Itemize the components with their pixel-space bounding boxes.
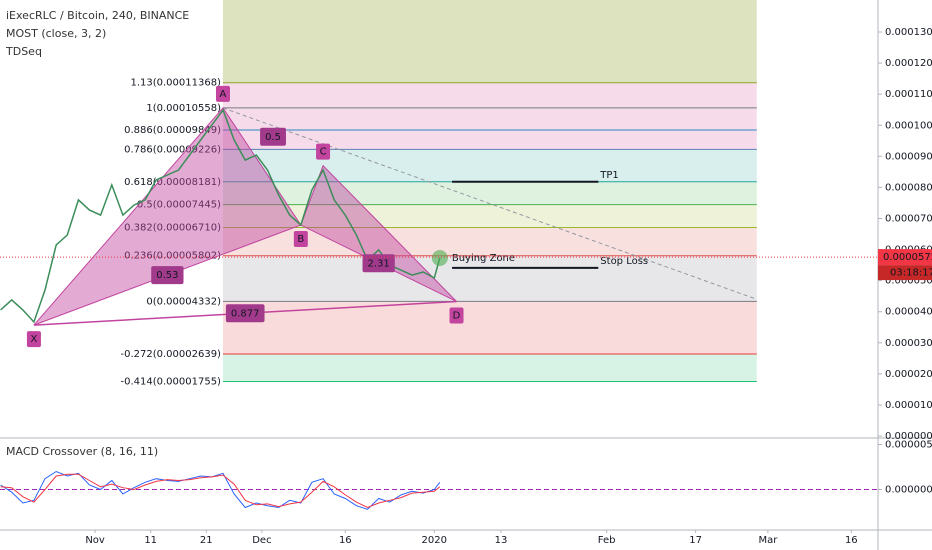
fib-label: 0.786(0.00009226) <box>124 144 221 155</box>
pattern-point-box <box>449 307 464 324</box>
x-tick-label: 17 <box>689 535 702 546</box>
pattern-point-label: D <box>453 310 461 321</box>
indicator-label: MOST (close, 3, 2) <box>6 27 106 40</box>
y-tick-label: 0.00004000 <box>885 307 932 318</box>
fib-band <box>222 227 757 256</box>
y-tick-label: 0.00010000 <box>885 120 932 131</box>
fib-band <box>222 107 757 130</box>
y-tick-label: 0.00003000 <box>885 338 932 349</box>
pattern-point-label: C <box>320 147 327 158</box>
last-price-label: 0.00005758 <box>883 252 932 263</box>
pattern-point-box <box>26 331 41 348</box>
pattern-ratio: 0.5 <box>265 132 281 143</box>
pattern-point-box <box>293 231 308 248</box>
pattern-ratio: 0.53 <box>156 270 178 281</box>
fib-label: 0.236(0.00005802) <box>124 251 221 262</box>
x-tick-label: Feb <box>598 535 616 546</box>
annotation-label: TP1 <box>599 170 619 181</box>
pattern-point-label: A <box>220 89 227 100</box>
fib-label: 0.618(0.00008181) <box>124 177 221 188</box>
fib-label: 0.382(0.00006710) <box>124 223 221 234</box>
y-tick-label: 0.00000500 <box>885 440 932 451</box>
pattern-ratio-box <box>225 304 265 323</box>
fib-label: -0.272(0.00002639) <box>120 349 221 360</box>
x-tick-label: Dec <box>252 535 271 546</box>
y-tick-label: 0.00008000 <box>885 182 932 193</box>
x-tick-label: Mar <box>758 535 778 546</box>
countdown-label: 03:18:17 <box>890 268 932 279</box>
y-tick-label: 0.00009000 <box>885 151 932 162</box>
y-tick-label: 0.00012000 <box>885 58 932 69</box>
x-tick-label: 11 <box>144 535 157 546</box>
buying-zone-marker <box>431 249 448 266</box>
fib-band <box>222 129 757 150</box>
fib-band <box>222 354 757 382</box>
macd-line <box>0 473 441 509</box>
fib-label: -0.414(0.00001755) <box>120 377 221 388</box>
last-price-box <box>878 249 932 266</box>
x-tick-label: 2020 <box>422 535 447 546</box>
y-tick-label: 0.00013000 <box>885 27 932 38</box>
y-tick-label: 0.00001000 <box>885 400 932 411</box>
fib-band <box>222 149 757 182</box>
macd-title: MACD Crossover (8, 16, 11) <box>6 445 158 458</box>
y-tick-label: 0.00005000 <box>885 276 932 287</box>
symbol-title: iExecRLC / Bitcoin, 240, BINANCE <box>6 9 189 22</box>
y-tick-label: 0.00000000 <box>885 485 932 496</box>
fib-band <box>222 0 757 83</box>
y-tick-label: 0.00011000 <box>885 89 932 100</box>
x-tick-label: Nov <box>85 535 105 546</box>
y-tick-label: 0.00000000 <box>885 431 932 442</box>
pattern-ratio: 0.877 <box>231 308 260 319</box>
countdown-box <box>878 265 932 281</box>
pattern-ratio-box <box>151 266 184 285</box>
pattern-point-label: X <box>30 334 37 345</box>
plot: 1.13(0.00011368) 1(0.00010558) 0.886(0.000… <box>0 0 757 388</box>
pattern-ratio: 2.31 <box>368 258 390 269</box>
pattern-ratio-box <box>260 127 286 146</box>
pattern-ratio-box <box>362 254 395 273</box>
fib-label: 1.13(0.00011368) <box>130 78 221 89</box>
fib-label: 0.886(0.00009849) <box>124 125 221 136</box>
y-tick-label: 0.00002000 <box>885 369 932 380</box>
y-tick-label: 0.00007000 <box>885 214 932 225</box>
pattern-point-box <box>215 85 230 102</box>
fib-label: 0(0.00004332) <box>146 296 221 307</box>
pattern-point-box <box>316 143 331 160</box>
fib-band <box>222 82 757 108</box>
pattern-point-label: B <box>297 234 304 245</box>
fib-band <box>222 204 757 228</box>
indicator-label: TDSeq <box>5 45 42 58</box>
x-tick-label: 13 <box>495 535 508 546</box>
fib-label: 1(0.00010558) <box>146 103 221 114</box>
fib-band <box>222 181 757 205</box>
buying-zone-label: Buying Zone <box>452 253 515 264</box>
fib-band <box>222 255 757 302</box>
x-tick-label: 21 <box>200 535 213 546</box>
trend-line <box>222 107 757 300</box>
fib-label: 0.5(0.00007445) <box>137 200 221 211</box>
annotation-label: Stop Loss <box>600 256 648 267</box>
x-tick-label: 16 <box>339 535 352 546</box>
x-tick-label: 16 <box>845 535 858 546</box>
